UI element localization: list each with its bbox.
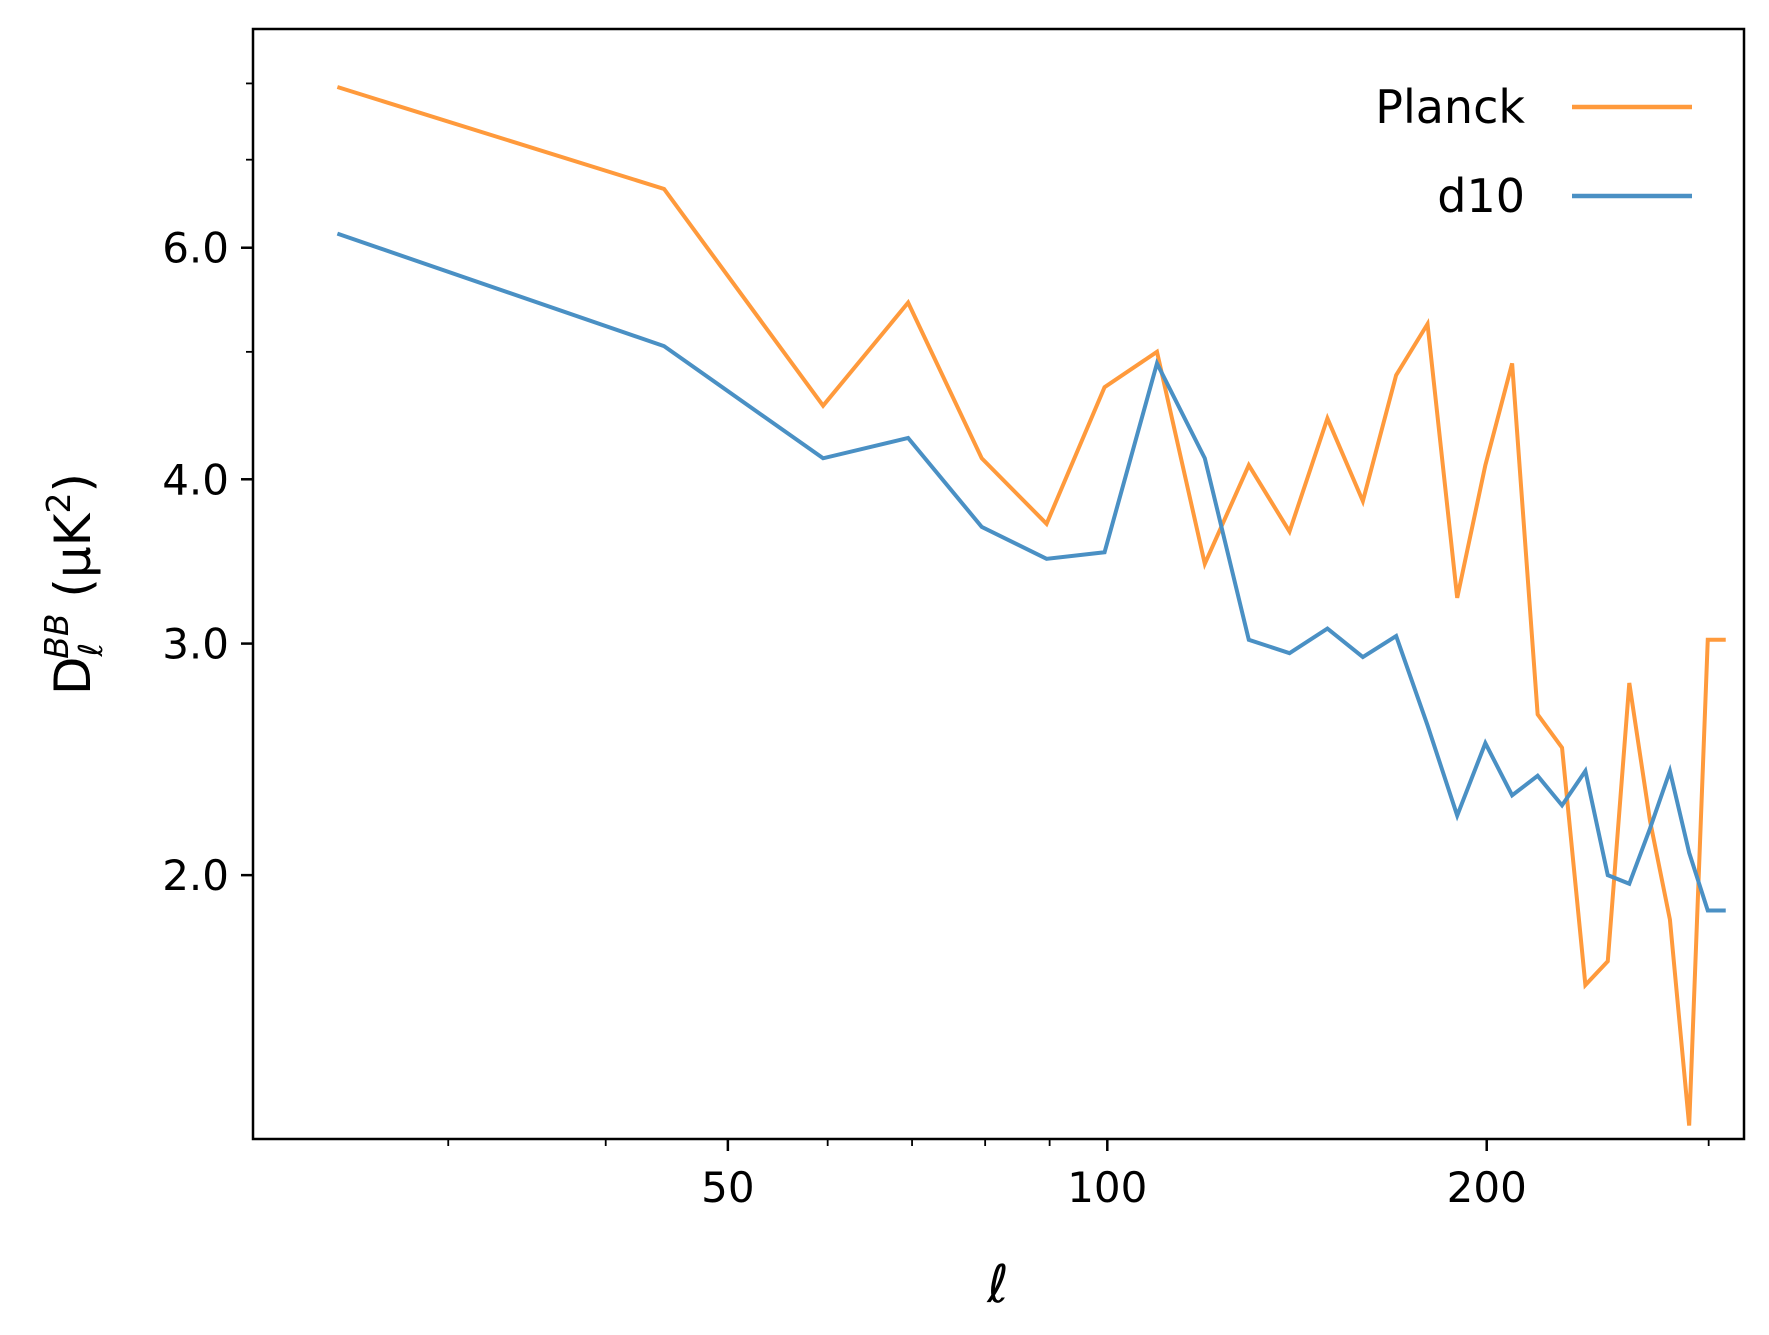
x-tick-label: 200 xyxy=(1447,1163,1527,1212)
series-line-planck xyxy=(336,85,1726,1126)
x-tick-label: 50 xyxy=(701,1163,754,1212)
x-axis: 50 100 200 xyxy=(447,1139,1710,1212)
y-tick-label: 6.0 xyxy=(162,224,229,273)
plot-frame xyxy=(251,27,1746,1141)
legend-label-planck: Planck xyxy=(1375,80,1525,134)
y-axis-label-sup: BB xyxy=(37,614,76,659)
y-tick-label: 3.0 xyxy=(162,620,229,669)
series-line-d10 xyxy=(336,231,1726,913)
y-axis-label: DℓBB (μK2) xyxy=(37,473,110,695)
y-axis-label-main: D xyxy=(44,656,102,695)
y-axis-label-unit: (μK xyxy=(44,512,102,613)
y-axis-label-unit-sup: 2 xyxy=(39,493,78,514)
y-tick-label: 2.0 xyxy=(162,851,229,900)
y-axis: 2.0 3.0 4.0 6.0 xyxy=(162,82,253,900)
plot-lines xyxy=(336,85,1726,1126)
y-tick-label: 4.0 xyxy=(162,455,229,504)
x-tick-label: 100 xyxy=(1067,1163,1147,1212)
legend: Planck d10 xyxy=(1375,80,1692,223)
x-axis-label: ℓ xyxy=(986,1255,1008,1315)
y-axis-label-unit-close: ) xyxy=(44,473,102,493)
y-axis-label-sub: ℓ xyxy=(71,643,110,658)
legend-label-d10: d10 xyxy=(1437,169,1525,223)
